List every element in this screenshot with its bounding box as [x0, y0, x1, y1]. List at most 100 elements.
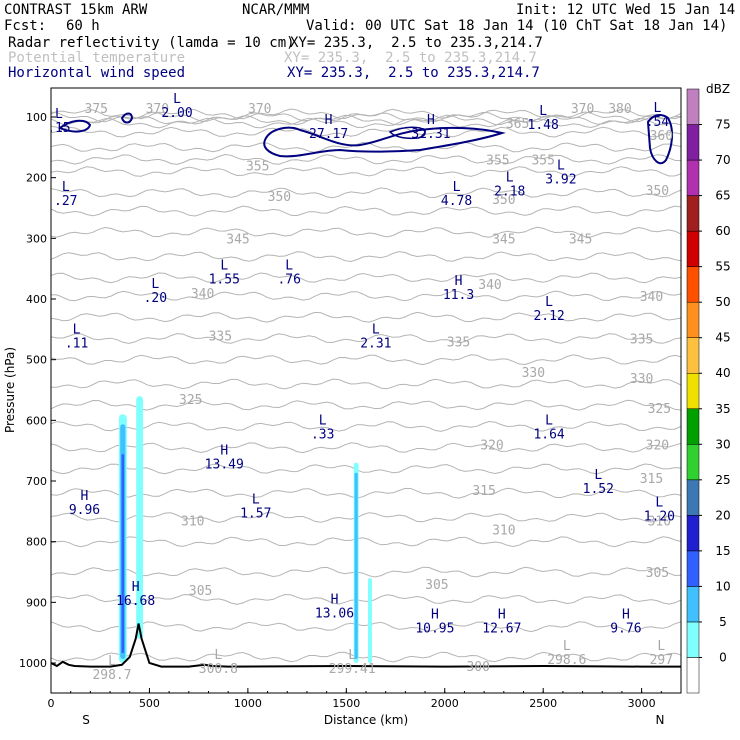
theta-contour-line	[51, 420, 681, 432]
theta-label: 320	[480, 439, 503, 454]
colorbar-label: 65	[715, 189, 730, 203]
theta-label: 325	[179, 393, 202, 408]
wind-min-marker: L	[655, 495, 663, 510]
theta-contour-line	[51, 272, 681, 284]
wind-min-marker: L	[220, 259, 228, 274]
axes-layer: 0 500 1000 1500 2000 2500 3000 100 200 300 400 500 6…	[19, 111, 662, 710]
y-tick-label: 900	[26, 596, 47, 609]
wind-extremum-value: 1.64	[533, 427, 564, 442]
theta-label: 355	[531, 153, 554, 168]
wind-extremum-value: .15	[47, 121, 70, 136]
wind-extremum-value: .33	[311, 427, 334, 442]
wind-min-marker: L	[539, 104, 547, 119]
wind-max-marker: H	[427, 113, 435, 128]
theta-contour-line	[51, 311, 681, 323]
wind-extremum-value: 13.49	[205, 458, 244, 473]
wind-min-marker: L	[62, 180, 70, 195]
colorbar-label: 75	[715, 118, 730, 132]
theta-label: 335	[630, 332, 653, 347]
colorbar-label: 30	[715, 437, 730, 451]
wind-max-marker: H	[431, 608, 439, 623]
terrain-line	[51, 623, 681, 668]
colorbar-swatch	[686, 301, 700, 338]
theta-label: 335	[209, 329, 232, 344]
theta-contour-line	[51, 166, 681, 177]
surface-theta-marker: L	[348, 648, 356, 663]
colorbar-swatch	[686, 88, 700, 125]
theta-label: 370	[571, 102, 594, 117]
wind-min-marker: L	[372, 322, 380, 337]
surface-theta-marker: L	[214, 648, 222, 663]
theta-label: 310	[648, 514, 671, 529]
theta-contour-line	[51, 487, 681, 499]
wind-extremum-value: 1.57	[240, 506, 271, 521]
wind-min-marker: L	[557, 159, 565, 174]
wind-extremum-value: .76	[277, 273, 300, 288]
theta-contour-line	[51, 187, 681, 199]
wind-extremum-value: 9.76	[610, 622, 641, 637]
wind-min-marker: L	[173, 92, 181, 107]
wind-extremum-value: 1.52	[583, 482, 614, 497]
x-tick-label: 2000	[431, 697, 459, 710]
init-time: Init: 12 UTC Wed 15 Jan 14	[516, 2, 736, 18]
theta-label: 325	[648, 402, 671, 417]
theta-label: 340	[640, 290, 663, 305]
wind-extremum-value: 16.68	[116, 594, 155, 609]
colorbar-swatch	[686, 444, 700, 481]
theta-contour-line	[51, 251, 681, 263]
theta-contour-line	[51, 205, 681, 217]
theta-contour-line	[51, 536, 681, 548]
wind-extremum-value: 1.20	[644, 509, 675, 524]
wind-min-marker: L	[453, 180, 461, 195]
colorbar-label: 5	[719, 615, 727, 629]
theta-label: 380	[608, 102, 631, 117]
wind-extremum-value: 3.92	[545, 173, 576, 188]
theta-label: 375	[85, 102, 108, 117]
wind-min-marker: L	[506, 171, 514, 186]
colorbar-label: 60	[715, 224, 730, 238]
theta-label: 345	[492, 232, 515, 247]
wind-extremum-value: 4.78	[441, 194, 472, 209]
y-tick-label: 300	[26, 232, 47, 245]
wind-min-marker: L	[653, 101, 661, 116]
theta-contour-line	[51, 141, 681, 153]
wind-extremum-value: 2.18	[494, 185, 525, 200]
wind-max-marker: H	[132, 580, 140, 595]
organization: NCAR/MMM	[242, 2, 310, 18]
wind-extremum-value: 13.06	[315, 606, 354, 621]
wind-min-marker: L	[151, 277, 159, 292]
colorbar-swatch	[686, 230, 700, 267]
terrain-layer	[51, 623, 681, 668]
reflectivity-core-strong	[121, 454, 125, 653]
surface-theta-value: 297	[650, 653, 673, 668]
colorbar-swatch	[686, 195, 700, 232]
wind-min-marker: L	[319, 413, 327, 428]
y-tick-label: 1000	[19, 657, 47, 670]
colorbar-label: 50	[715, 295, 730, 309]
x-tick-label: 3000	[628, 697, 656, 710]
theta-contour-line	[51, 153, 681, 165]
weak-wind-contour	[646, 114, 674, 165]
colorbar-label: 40	[715, 366, 730, 380]
colorbar-swatch	[686, 266, 700, 303]
theta-contour-line	[51, 290, 681, 302]
theta-contour-line	[51, 117, 681, 129]
wind-max-marker: H	[220, 444, 228, 459]
theta-contour-line	[51, 226, 681, 238]
theta-label: 305	[189, 584, 212, 599]
wind-extremum-value: 10.95	[415, 622, 454, 637]
wind-max-marker: H	[622, 608, 630, 623]
theta-contour-line	[51, 621, 681, 633]
y-tick-label: 400	[26, 293, 47, 306]
x-tick-label: 0	[48, 697, 55, 710]
y-tick-label: 200	[26, 172, 47, 185]
wind-extremum-value: 27.17	[309, 127, 348, 142]
x-tick-label: 500	[139, 697, 160, 710]
surface-theta-marker: L	[563, 639, 571, 654]
weak-wind-contour	[58, 119, 92, 133]
theta-label: 310	[181, 514, 204, 529]
fcst-value: 60 h	[66, 18, 100, 34]
colorbar-swatch	[686, 124, 700, 161]
wind-extremum-value: 12.67	[482, 622, 521, 637]
x-tick-label: 2500	[529, 697, 557, 710]
